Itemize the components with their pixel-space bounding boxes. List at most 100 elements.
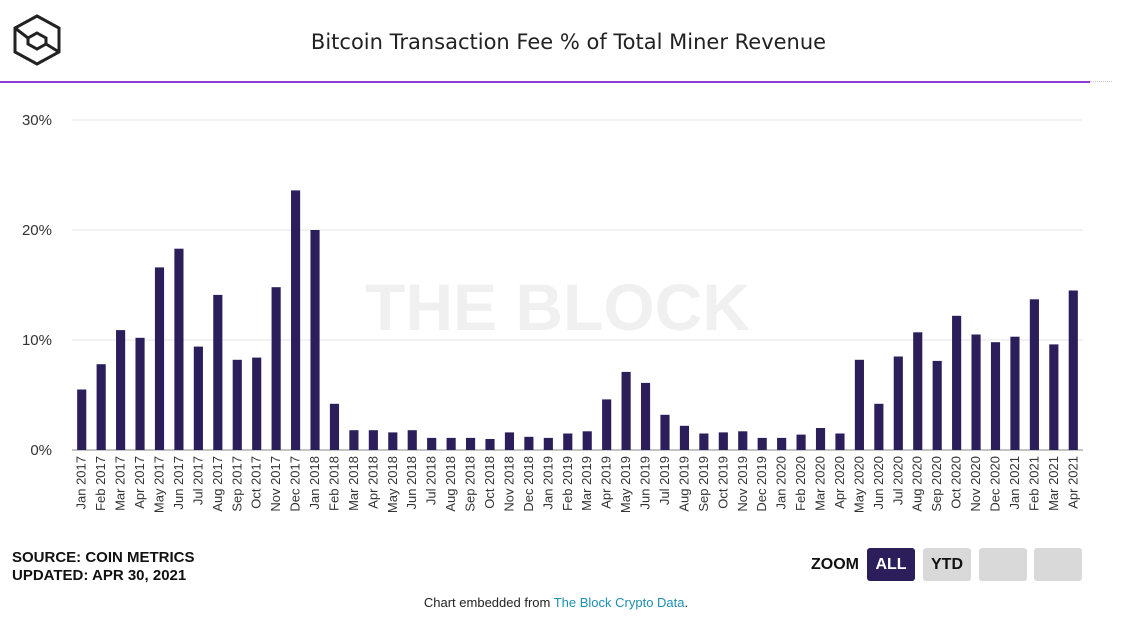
bar — [1029, 299, 1039, 450]
x-tick-label: Dec 2017 — [288, 456, 303, 512]
x-tick-label: Oct 2019 — [715, 456, 730, 509]
zoom-ytd-button[interactable]: YTD — [923, 548, 971, 581]
x-tick-label: Mar 2018 — [346, 456, 361, 511]
x-tick-label: Jan 2017 — [74, 456, 89, 510]
x-tick-label: Jul 2017 — [190, 456, 205, 505]
header-rule-tail — [1090, 81, 1112, 83]
bar — [874, 403, 884, 450]
zoom-blank-button-2[interactable] — [1034, 548, 1082, 581]
bar — [1010, 336, 1020, 450]
bar — [602, 399, 612, 450]
x-tick-label: Nov 2020 — [968, 456, 983, 512]
x-tick-label: Mar 2020 — [813, 456, 828, 511]
bar — [796, 434, 806, 450]
x-tick-label: Oct 2017 — [249, 456, 264, 509]
x-tick-label: Apr 2020 — [832, 456, 847, 509]
bar — [913, 332, 923, 450]
bar — [854, 359, 864, 450]
x-tick-label: Jan 2020 — [774, 456, 789, 510]
x-tick-label: Jul 2019 — [657, 456, 672, 505]
source-line: SOURCE: COIN METRICS — [12, 549, 195, 566]
bar — [640, 382, 651, 450]
x-tick-label: Aug 2017 — [210, 456, 225, 512]
x-tick-label: Feb 2017 — [93, 456, 108, 511]
bar — [679, 425, 690, 450]
watermark-text: THE BLOCK — [365, 270, 750, 344]
y-tick-label: 30% — [22, 112, 52, 129]
bar — [174, 248, 184, 450]
x-tick-label: Apr 2017 — [132, 456, 147, 509]
zoom-all-button[interactable]: ALL — [867, 548, 915, 581]
bar — [990, 342, 1001, 450]
bar — [427, 437, 437, 450]
bar — [368, 430, 378, 450]
bar — [291, 190, 301, 450]
x-tick-label: May 2018 — [385, 456, 400, 513]
bar — [543, 437, 553, 450]
x-tick-label: Jun 2018 — [404, 456, 419, 510]
x-tick-label: Feb 2020 — [793, 456, 808, 511]
x-tick-label: Mar 2019 — [579, 456, 594, 511]
bar — [621, 371, 631, 450]
bar — [407, 430, 417, 450]
bar — [446, 437, 456, 450]
x-tick-label: Dec 2020 — [988, 456, 1003, 512]
bar — [271, 287, 281, 450]
y-tick-label: 10% — [22, 332, 52, 349]
x-tick-label: Apr 2021 — [1065, 456, 1080, 509]
bar — [738, 431, 748, 450]
bar — [835, 433, 845, 450]
bar — [252, 357, 262, 450]
bar — [465, 437, 476, 450]
bar-chart: THE BLOCK 0% 10% 20% 30% Jan 2017 Feb 2017 Mar … — [22, 112, 1083, 513]
bar — [1049, 344, 1059, 450]
bar — [777, 437, 787, 450]
x-tick-label: Jul 2020 — [890, 456, 905, 505]
x-tick-label: Feb 2018 — [326, 456, 341, 511]
x-tick-label: Jan 2018 — [307, 456, 322, 510]
x-tick-label: Aug 2020 — [910, 456, 925, 512]
the-block-logo — [13, 14, 61, 66]
zoom-label: ZOOM — [811, 556, 859, 573]
x-tick-label: Sep 2020 — [929, 456, 944, 512]
bar — [718, 432, 728, 450]
embed-suffix: . — [684, 595, 689, 610]
bar — [582, 431, 592, 450]
source-block: SOURCE: COIN METRICS UPDATED: APR 30, 20… — [12, 549, 195, 585]
x-tick-label: May 2019 — [618, 456, 633, 513]
x-tick-label: Nov 2019 — [735, 456, 750, 512]
x-tick-label: Aug 2019 — [676, 456, 691, 512]
bar — [563, 433, 573, 450]
x-tick-label: Jun 2020 — [871, 456, 886, 510]
x-tick-label: Jun 2019 — [638, 456, 653, 510]
bar — [815, 428, 826, 450]
y-tick-label: 20% — [22, 222, 52, 239]
bar — [349, 430, 359, 450]
x-tick-label: Jan 2019 — [540, 456, 555, 510]
bar — [116, 330, 126, 450]
x-tick-label: Dec 2018 — [521, 456, 536, 512]
embed-prefix: Chart embedded from — [423, 595, 554, 610]
x-tick-label: Apr 2019 — [599, 456, 614, 509]
zoom-blank-button-1[interactable] — [979, 548, 1027, 581]
x-tick-label: Feb 2019 — [560, 456, 575, 511]
embed-link[interactable]: The Block Crypto Data — [553, 595, 685, 610]
x-tick-label: Oct 2020 — [949, 456, 964, 509]
x-tick-label: Sep 2018 — [463, 456, 478, 512]
chart-title: Bitcoin Transaction Fee % of Total Miner… — [310, 30, 827, 54]
x-tick-label: May 2020 — [851, 456, 866, 513]
updated-line: UPDATED: APR 30, 2021 — [12, 567, 187, 584]
bar — [504, 432, 515, 450]
bar — [1068, 290, 1078, 450]
bar — [193, 346, 203, 450]
bar — [310, 230, 320, 450]
bar — [232, 359, 242, 450]
x-tick-label: Sep 2019 — [696, 456, 711, 512]
x-tick-label: Jun 2017 — [171, 456, 186, 510]
x-tick-label: Mar 2021 — [1046, 456, 1061, 511]
x-tick-label: Aug 2018 — [443, 456, 458, 512]
bar — [757, 437, 767, 450]
x-tick-label: Dec 2019 — [754, 456, 769, 512]
bar — [932, 360, 942, 450]
bar — [699, 433, 709, 450]
